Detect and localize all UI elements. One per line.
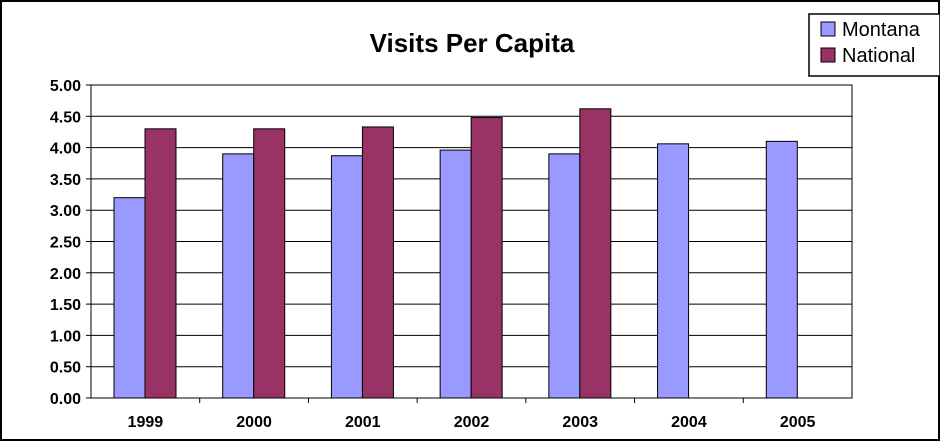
bars (113, 108, 798, 399)
y-tick-label: 4.50 (50, 109, 81, 126)
bar-national-2002 (470, 117, 503, 399)
chart-title: Visits Per Capita (370, 28, 575, 58)
x-tick-labels: 1999 2000 2001 2002 2003 2004 2005 (128, 398, 816, 431)
y-tick-label: 3.50 (50, 172, 81, 189)
y-tick-label: 5.00 (50, 78, 81, 95)
bar-montana-1999 (113, 197, 146, 399)
legend-swatch-montana (820, 21, 836, 37)
y-tick-label: 3.00 (50, 203, 81, 220)
bar-national-2000 (253, 128, 286, 399)
bar-montana-2003 (548, 153, 581, 399)
y-tick-label: 0.00 (50, 391, 81, 408)
y-tick-label: 4.00 (50, 141, 81, 158)
bar-national-1999 (144, 128, 177, 399)
x-tick-label: 2003 (562, 414, 598, 431)
y-tick-label: 0.50 (50, 360, 81, 377)
bar-montana-2005 (765, 140, 798, 399)
x-tick-label: 2004 (671, 414, 707, 431)
x-tick-label: 2000 (236, 414, 272, 431)
legend: Montana National (808, 13, 940, 77)
y-tick-label: 2.00 (50, 266, 81, 283)
bar-montana-2001 (330, 155, 363, 399)
y-tick-label: 1.50 (50, 297, 81, 314)
x-tick-label: 1999 (128, 414, 164, 431)
legend-label-montana: Montana (842, 19, 921, 41)
y-tick-labels: 0.00 0.50 1.00 1.50 2.00 2.50 3.00 3.50 4.00 4.50… (50, 78, 91, 408)
x-tick-label: 2005 (780, 414, 816, 431)
bar-montana-2002 (439, 149, 472, 399)
bar-national-2003 (579, 108, 612, 399)
y-tick-label: 1.00 (50, 328, 81, 345)
y-tick-label: 2.50 (50, 235, 81, 252)
legend-swatch-national (820, 47, 836, 63)
bar-national-2001 (361, 126, 394, 399)
bar-montana-2000 (222, 153, 255, 399)
bar-montana-2004 (657, 143, 690, 399)
legend-label-national: National (842, 45, 915, 67)
x-tick-label: 2002 (454, 414, 490, 431)
x-tick-label: 2001 (345, 414, 381, 431)
